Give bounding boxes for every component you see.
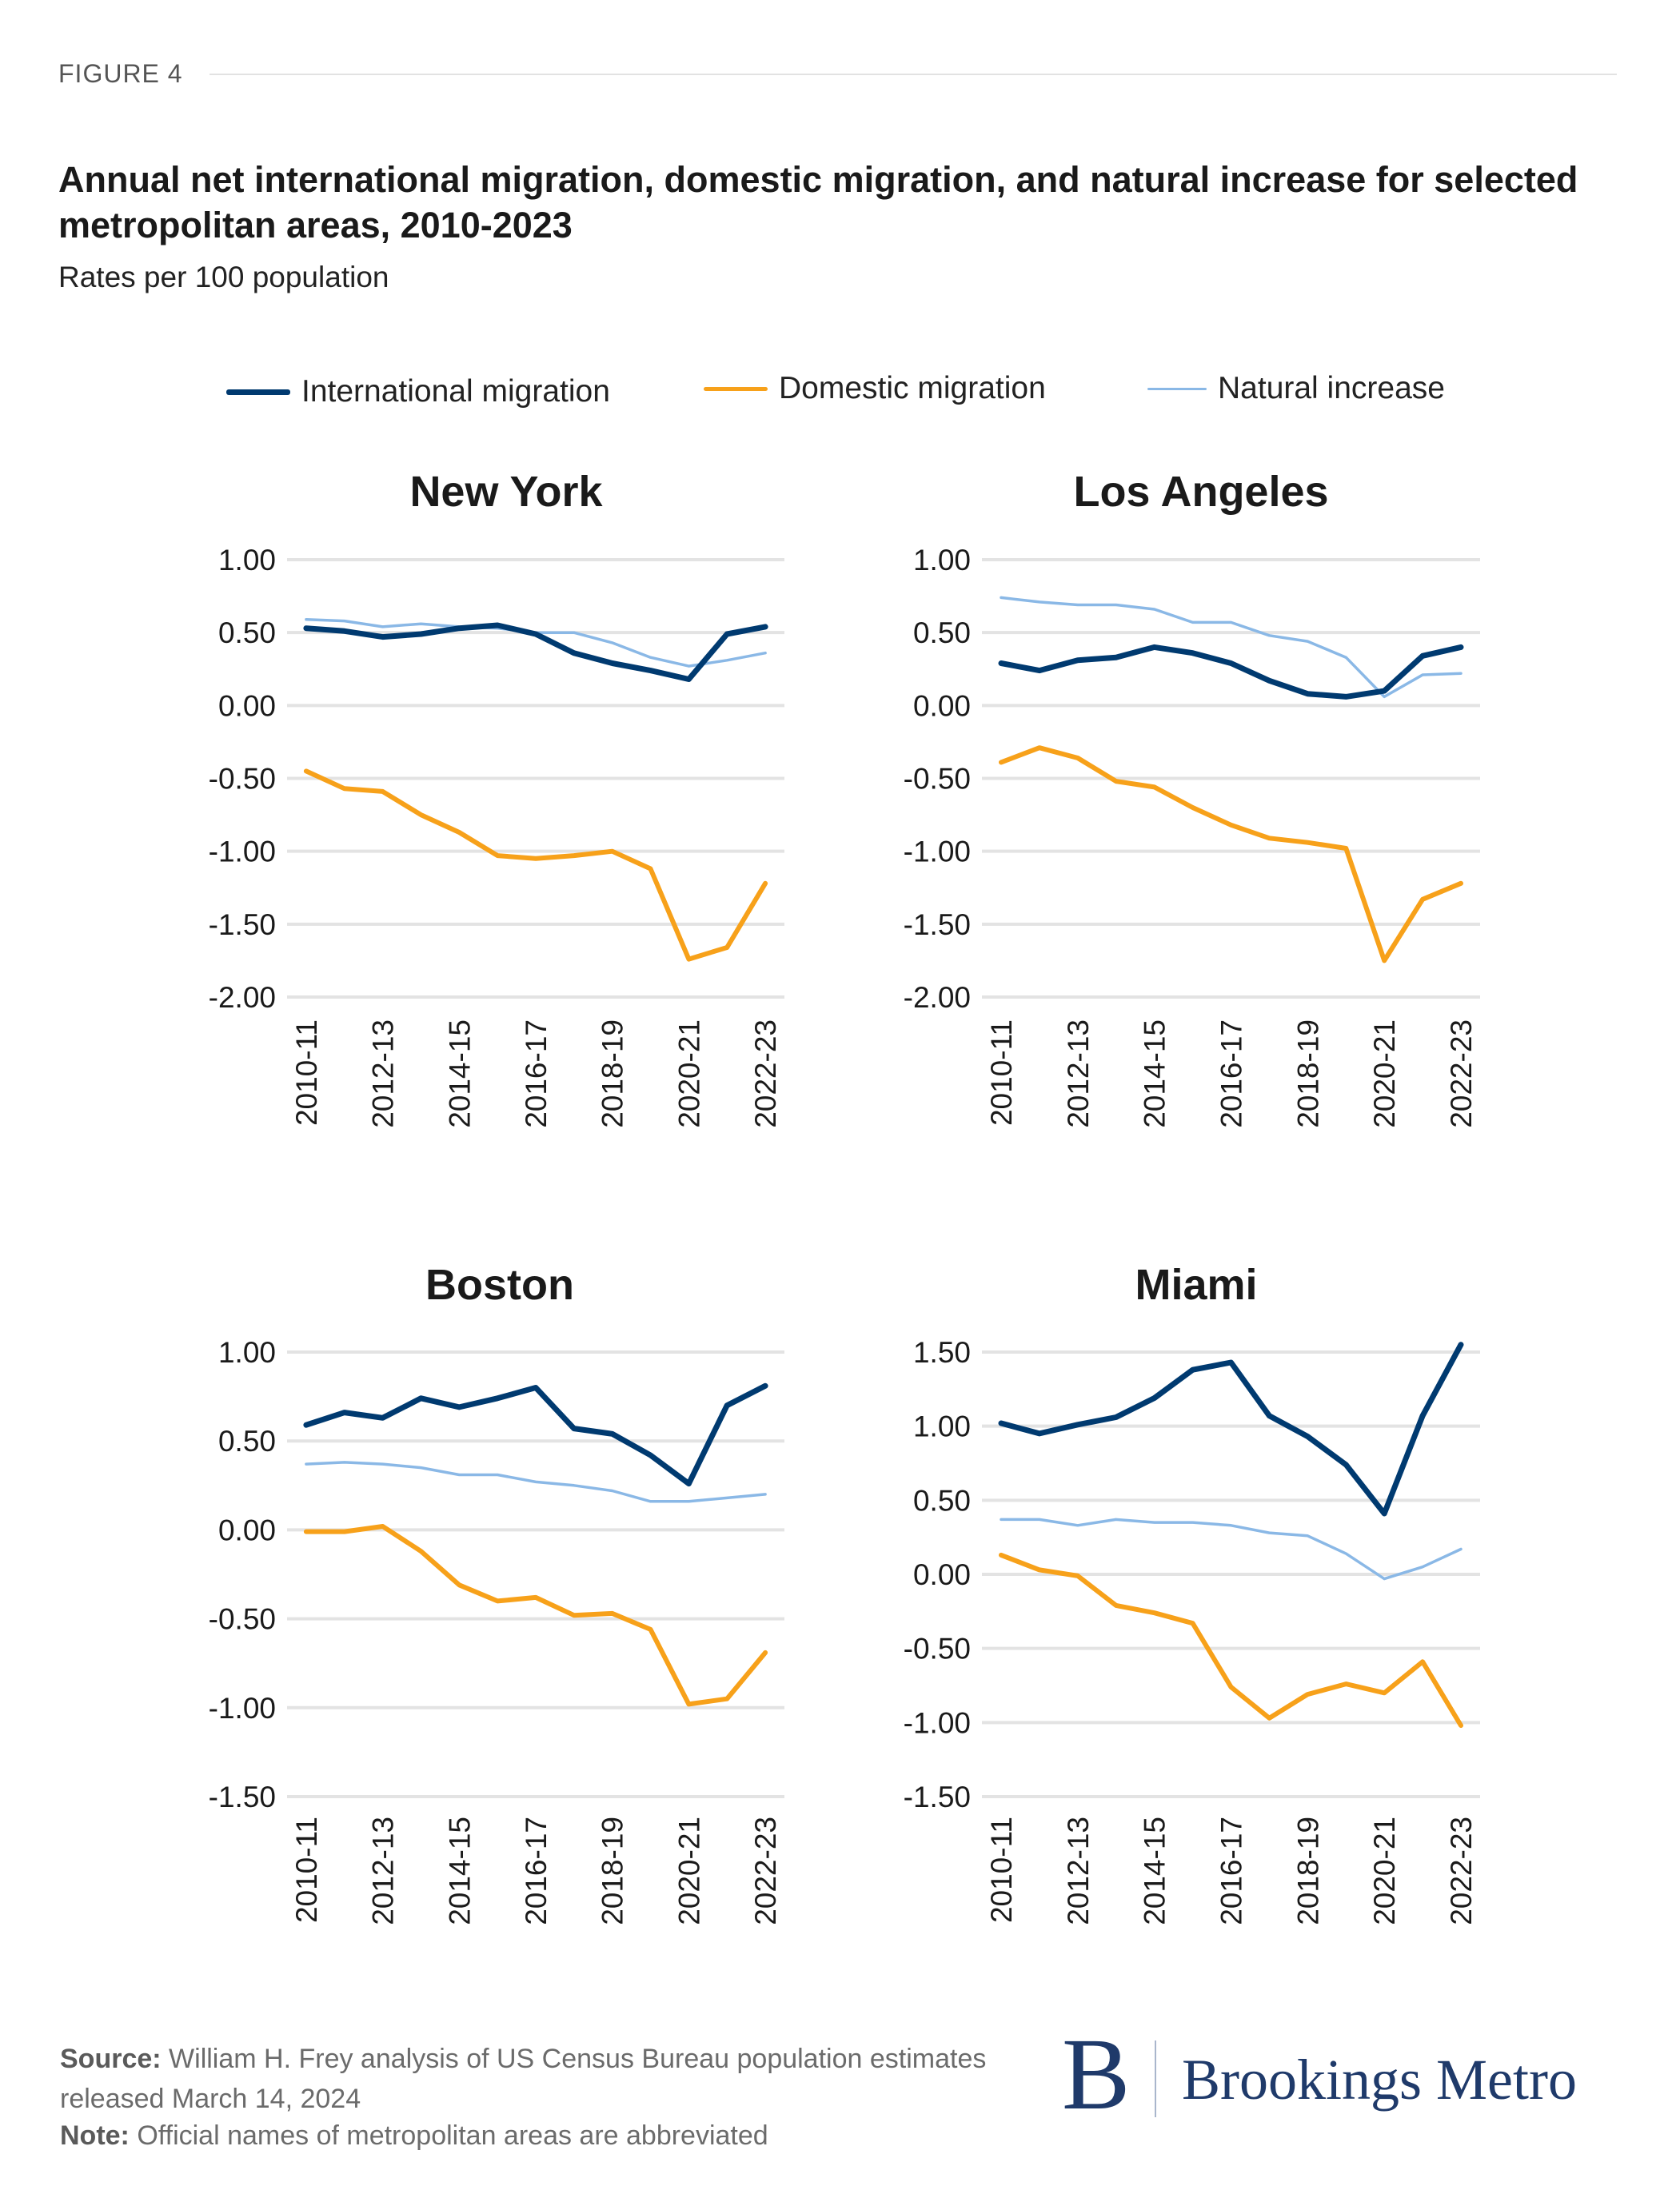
y-tick-label: -2.00 (904, 981, 971, 1014)
y-tick-label: -0.50 (209, 1603, 276, 1636)
y-tick-label: -1.00 (209, 1692, 276, 1725)
x-tick-label: 2016-17 (520, 1817, 553, 1925)
x-tick-label: 2012-13 (367, 1019, 400, 1128)
y-tick-label: 0.50 (913, 616, 971, 649)
x-tick-label: 2020-21 (672, 1019, 705, 1128)
note-label: Note: (60, 2120, 130, 2151)
series-line-international-migration (998, 644, 1464, 700)
y-tick-label: -0.50 (209, 763, 276, 796)
y-tick-label: -1.50 (904, 1781, 971, 1813)
x-tick-label: 2018-19 (597, 1019, 629, 1128)
note: Note: Official names of metropolitan are… (60, 2120, 768, 2152)
y-tick-label: -0.50 (904, 763, 971, 796)
x-tick-label: 2012-13 (1062, 1019, 1095, 1128)
series-line-international-migration (303, 1382, 768, 1487)
x-tick-label: 2018-19 (597, 1817, 629, 1925)
y-tick-label: 1.00 (218, 1336, 276, 1369)
panel-title: Los Angeles (1073, 468, 1328, 516)
y-tick-label: 0.00 (218, 689, 276, 722)
source-text: William H. Frey analysis of US Census Bu… (60, 2044, 987, 2114)
x-tick-label: 2020-21 (1368, 1019, 1401, 1128)
series-line-natural-increase (1000, 1518, 1463, 1581)
x-tick-label: 2022-23 (1445, 1817, 1478, 1925)
y-tick-label: -1.00 (904, 836, 971, 868)
legend-item-international: International migration (226, 374, 610, 409)
series-line-domestic-migration (999, 1552, 1463, 1728)
y-tick-label: -1.50 (209, 908, 276, 941)
y-tick-label: 0.00 (913, 1558, 971, 1591)
y-tick-label: 0.00 (913, 689, 971, 722)
figure-label: FIGURE 4 (58, 59, 183, 88)
x-tick-label: 2022-23 (1445, 1019, 1478, 1128)
x-tick-label: 2010-11 (985, 1019, 1018, 1126)
legend-label: Natural increase (1218, 371, 1445, 405)
note-text: Official names of metropolitan areas are… (137, 2120, 768, 2151)
x-tick-label: 2016-17 (1215, 1019, 1248, 1128)
legend-swatch-domestic (704, 386, 768, 391)
chart-panel: New York 1.00 0.50 0.00 -0.50 -1.00 -1.50 -2.00… (209, 468, 784, 1128)
series-line-domestic-migration (303, 768, 768, 962)
x-tick-label: 2012-13 (1062, 1817, 1095, 1925)
series-line-international-migration (998, 1342, 1464, 1517)
series-line-natural-increase (1000, 596, 1463, 699)
y-tick-label: -1.50 (904, 908, 971, 941)
series-line-domestic-migration (999, 745, 1463, 963)
y-tick-label: 1.50 (913, 1336, 971, 1369)
y-tick-label: -1.50 (209, 1781, 276, 1813)
x-tick-label: 2014-15 (1139, 1019, 1171, 1128)
source-label: Source: (60, 2044, 162, 2074)
chart-panel: Boston 1.00 0.50 0.00 -0.50 -1.00 -1.50 2010-11… (209, 1261, 784, 1925)
legend-label: International migration (301, 374, 610, 409)
x-tick-label: 2016-17 (1215, 1817, 1248, 1925)
source-note: Source: William H. Frey analysis of US C… (60, 2039, 988, 2119)
y-tick-label: 0.50 (218, 616, 276, 649)
chart-panel: Los Angeles 1.00 0.50 0.00 -0.50 -1.00 -1.50 -2… (904, 468, 1480, 1128)
header-divider (210, 74, 1617, 75)
panel-title: New York (409, 468, 603, 516)
brookings-metro-logo-text: Brookings Metro (1182, 2048, 1577, 2112)
legend-item-natural: Natural increase (1147, 371, 1445, 406)
x-tick-label: 2020-21 (1368, 1817, 1401, 1925)
y-tick-label: 1.00 (913, 544, 971, 576)
x-tick-label: 2018-19 (1291, 1019, 1324, 1128)
y-tick-label: 0.00 (218, 1514, 276, 1546)
y-tick-label: 1.00 (913, 1410, 971, 1443)
panel-title: Boston (425, 1261, 574, 1309)
series-line-international-migration (303, 622, 768, 682)
chart-title: Annual net international migration, dome… (58, 159, 1578, 245)
legend-label: Domestic migration (779, 371, 1046, 405)
series-line-domestic-migration (303, 1524, 768, 1707)
chart-subtitle: Rates per 100 population (58, 261, 389, 293)
x-tick-label: 2014-15 (443, 1817, 476, 1925)
x-tick-label: 2010-11 (985, 1817, 1018, 1923)
x-tick-label: 2010-11 (290, 1817, 323, 1923)
x-tick-label: 2010-11 (290, 1019, 323, 1126)
y-tick-label: 0.50 (913, 1484, 971, 1517)
y-tick-label: 0.50 (218, 1425, 276, 1458)
legend-swatch-international (226, 389, 290, 395)
x-tick-label: 2014-15 (443, 1019, 476, 1128)
y-tick-label: -0.50 (904, 1633, 971, 1665)
y-tick-label: -1.00 (904, 1706, 971, 1739)
x-tick-label: 2020-21 (672, 1817, 705, 1925)
panel-title: Miami (1135, 1261, 1257, 1309)
series-line-natural-increase (305, 1461, 767, 1503)
x-tick-label: 2022-23 (749, 1817, 782, 1925)
series-line-natural-increase (305, 618, 767, 668)
chart-panel: Miami 1.50 1.00 0.50 0.00 -0.50 -1.00 -1.50 2010… (904, 1261, 1480, 1925)
y-tick-label: -2.00 (209, 981, 276, 1014)
y-tick-label: -1.00 (209, 836, 276, 868)
x-tick-label: 2012-13 (367, 1817, 400, 1925)
brookings-logo-mark: B (1062, 2017, 1131, 2131)
x-tick-label: 2018-19 (1291, 1817, 1324, 1925)
x-tick-label: 2022-23 (749, 1019, 782, 1128)
y-tick-label: 1.00 (218, 544, 276, 576)
x-tick-label: 2016-17 (520, 1019, 553, 1128)
x-tick-label: 2014-15 (1139, 1817, 1171, 1925)
legend-swatch-natural (1147, 387, 1207, 390)
logo-divider (1155, 2040, 1156, 2117)
legend-item-domestic: Domestic migration (704, 371, 1046, 406)
